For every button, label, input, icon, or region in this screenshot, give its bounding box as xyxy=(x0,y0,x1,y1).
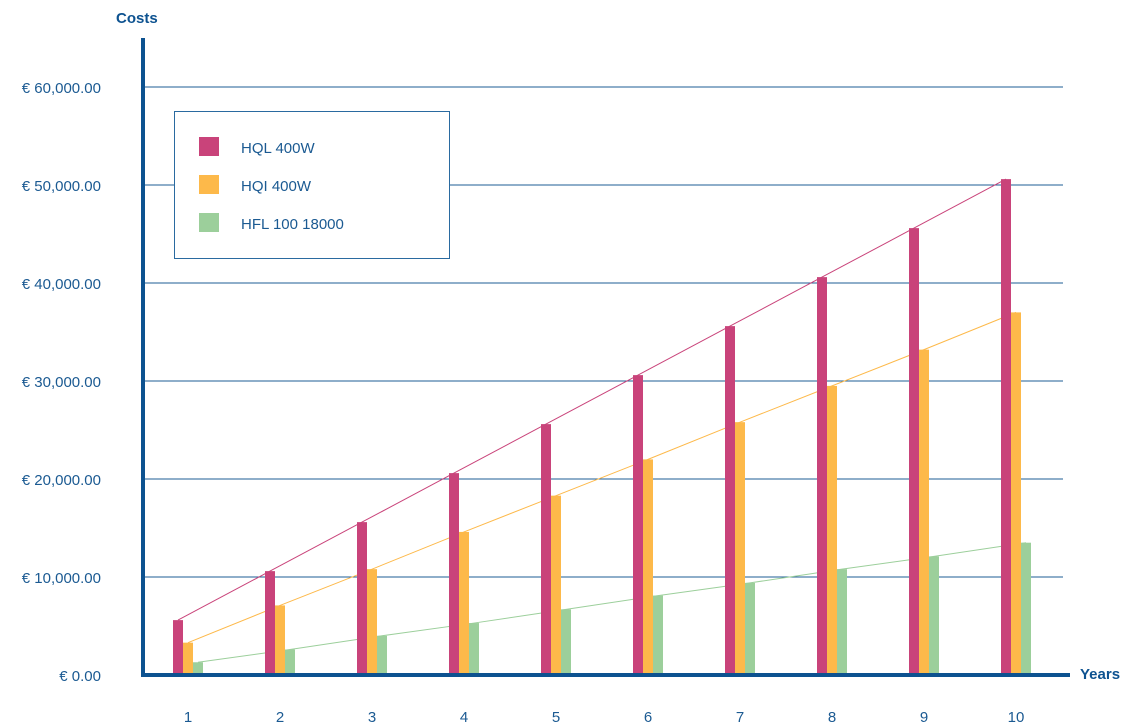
bar-series1-year-8 xyxy=(817,277,827,675)
bar-series2-year-7 xyxy=(735,422,745,675)
x-tick-label-5: 6 xyxy=(644,709,652,726)
bar-series1-year-7 xyxy=(725,326,735,675)
bar-series2-year-9 xyxy=(919,349,929,675)
bar-series1-year-10 xyxy=(1001,179,1011,675)
bar-series3-year-2 xyxy=(285,649,295,675)
y-tick-label-5: € 50,000.00 xyxy=(22,178,101,195)
bar-series2-year-2 xyxy=(275,605,285,675)
bar-series1-year-9 xyxy=(909,228,919,675)
bar-series2-year-3 xyxy=(367,569,377,675)
legend-label-3: HFL 100 18000 xyxy=(241,216,344,233)
x-tick-label-3: 4 xyxy=(460,709,468,726)
legend-items: HQL 400W HQI 400W HFL 100 18000 xyxy=(199,137,344,233)
y-tick-label-2: € 20,000.00 xyxy=(22,472,101,489)
legend: HQL 400W HQI 400W HFL 100 18000 xyxy=(174,111,450,259)
legend-label-2: HQI 400W xyxy=(241,178,312,195)
bar-series2-year-1 xyxy=(183,642,193,675)
y-tick-labels: € 0.00 € 10,000.00 € 20,000.00 € 30,000.00 €… xyxy=(22,80,101,685)
bar-series3-year-3 xyxy=(377,635,387,675)
legend-box xyxy=(174,111,450,259)
x-tick-label-1: 2 xyxy=(276,709,284,726)
bar-series1-year-5 xyxy=(541,424,551,675)
bar-series3-year-9 xyxy=(929,556,939,675)
y-tick-label-0: € 0.00 xyxy=(59,668,101,685)
x-tick-labels: 1 2 3 4 5 6 7 8 9 10 xyxy=(184,709,1025,726)
bar-series1-year-2 xyxy=(265,571,275,675)
legend-swatch-1 xyxy=(199,137,219,156)
y-tick-label-3: € 30,000.00 xyxy=(22,374,101,391)
bar-series2-year-6 xyxy=(643,459,653,675)
y-tick-label-1: € 10,000.00 xyxy=(22,570,101,587)
x-tick-label-4: 5 xyxy=(552,709,560,726)
x-tick-label-0: 1 xyxy=(184,709,192,726)
bars xyxy=(173,179,1031,675)
x-tick-label-7: 8 xyxy=(828,709,836,726)
legend-swatch-2 xyxy=(199,175,219,194)
bar-series1-year-3 xyxy=(357,522,367,675)
bar-series1-year-4 xyxy=(449,473,459,675)
axes xyxy=(141,38,1070,677)
trend-line-series2 xyxy=(187,311,1017,644)
x-tick-label-8: 9 xyxy=(920,709,928,726)
trend-line-series1 xyxy=(177,178,1007,621)
bar-series2-year-5 xyxy=(551,495,561,675)
bar-series2-year-10 xyxy=(1011,312,1021,675)
bar-series3-year-7 xyxy=(745,582,755,675)
y-tick-label-6: € 60,000.00 xyxy=(22,80,101,97)
bar-series3-year-8 xyxy=(837,569,847,675)
y-tick-label-4: € 40,000.00 xyxy=(22,276,101,293)
bar-series1-year-1 xyxy=(173,620,183,675)
x-tick-label-6: 7 xyxy=(736,709,744,726)
bar-series2-year-4 xyxy=(459,531,469,675)
legend-label-1: HQL 400W xyxy=(241,140,315,157)
bar-series3-year-10 xyxy=(1021,542,1031,675)
trend-line-series3 xyxy=(197,542,1027,663)
bar-series3-year-1 xyxy=(193,662,203,675)
x-tick-label-9: 10 xyxy=(1008,709,1025,726)
bar-series3-year-6 xyxy=(653,595,663,675)
y-axis-title: Costs xyxy=(116,10,158,27)
bar-series3-year-4 xyxy=(469,623,479,675)
legend-swatch-3 xyxy=(199,213,219,232)
bar-series3-year-5 xyxy=(561,609,571,675)
trend-lines xyxy=(177,178,1027,663)
bar-series1-year-6 xyxy=(633,375,643,675)
x-tick-label-2: 3 xyxy=(368,709,376,726)
x-axis-title: Years xyxy=(1080,666,1120,683)
bar-series2-year-8 xyxy=(827,385,837,675)
